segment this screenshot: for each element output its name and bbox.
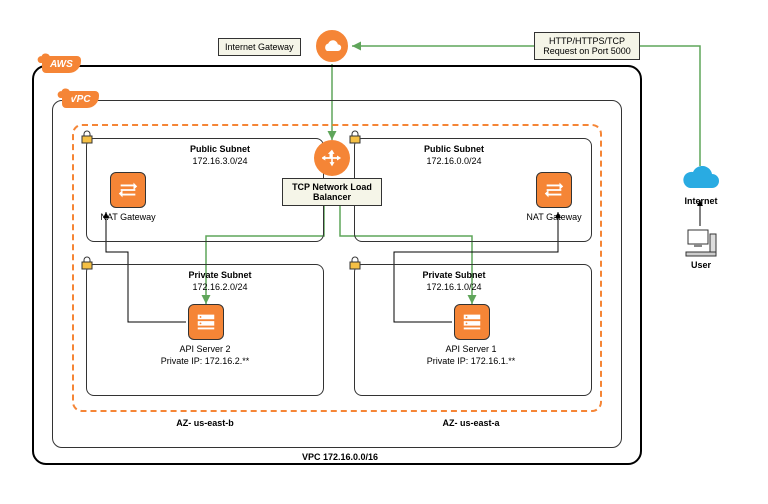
public-subnet-left-title: Public Subnet 172.16.3.0/24 (160, 144, 280, 167)
api-server-1-icon (454, 304, 490, 340)
public-subnet-right-title: Public Subnet 172.16.0.0/24 (394, 144, 514, 167)
nlb-label: TCP Network Load Balancer (282, 178, 382, 206)
user-icon (684, 228, 718, 261)
internet-label: Internet (676, 196, 726, 208)
api-server-2-label: API Server 2 Private IP: 172.16.2.** (140, 344, 270, 367)
igw-icon (314, 28, 350, 64)
nat-gateway-right-icon (536, 172, 572, 208)
lock-icon (348, 256, 362, 270)
nat-gateway-left-label: NAT Gateway (92, 212, 164, 224)
private-subnet-right-title: Private Subnet 172.16.1.0/24 (394, 270, 514, 293)
api-server-2-icon (188, 304, 224, 340)
nlb-icon (314, 140, 350, 176)
az-right-label: AZ- us-east-a (406, 418, 536, 430)
internet-icon (680, 166, 720, 197)
lock-icon (80, 256, 94, 270)
lock-icon (348, 130, 362, 144)
nat-gateway-left-icon (110, 172, 146, 208)
api-server-1-label: API Server 1 Private IP: 172.16.1.** (406, 344, 536, 367)
vpc-cidr-label: VPC 172.16.0.0/16 (270, 452, 410, 464)
igw-label: Internet Gateway (218, 38, 301, 56)
request-label-text: HTTP/HTTPS/TCP Request on Port 5000 (543, 36, 631, 56)
az-left-label: AZ- us-east-b (140, 418, 270, 430)
lock-icon (80, 130, 94, 144)
nat-gateway-right-label: NAT Gateway (518, 212, 590, 224)
private-subnet-left-title: Private Subnet 172.16.2.0/24 (160, 270, 280, 293)
request-label: HTTP/HTTPS/TCP Request on Port 5000 (534, 32, 640, 60)
user-label: User (676, 260, 726, 272)
